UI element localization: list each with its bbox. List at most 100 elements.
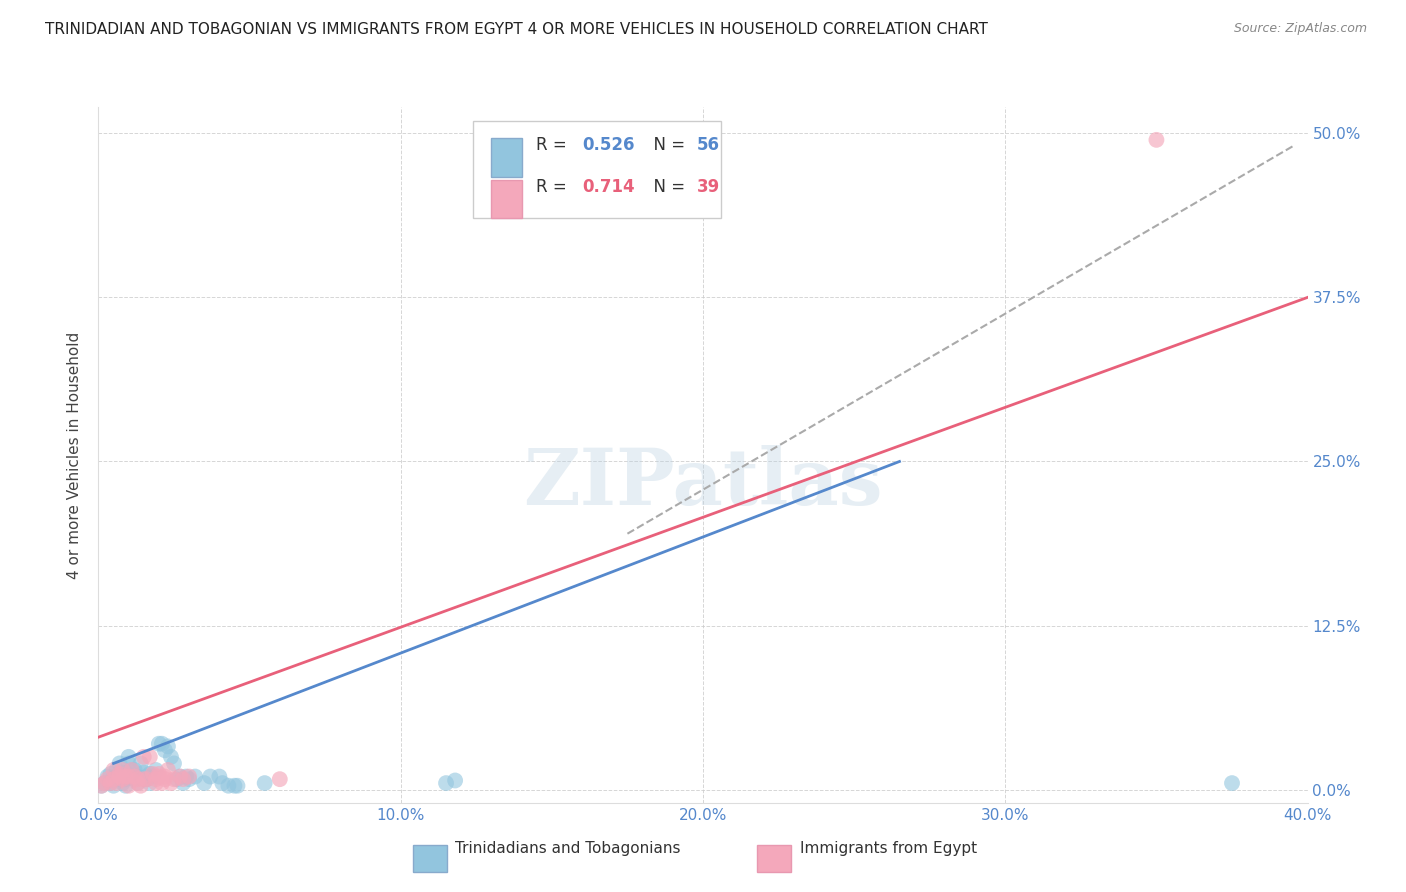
Point xyxy=(111,772,134,787)
Point xyxy=(184,770,207,784)
Text: 0.526: 0.526 xyxy=(582,136,634,154)
Point xyxy=(124,772,146,787)
Point xyxy=(224,779,246,793)
Point xyxy=(139,749,162,764)
Point xyxy=(111,770,134,784)
Point xyxy=(114,770,136,784)
Point xyxy=(108,767,131,781)
Point xyxy=(226,779,249,793)
Point xyxy=(108,770,131,784)
Point xyxy=(172,772,194,787)
Point xyxy=(103,772,125,787)
Point xyxy=(153,770,176,784)
Point xyxy=(103,772,125,787)
Point xyxy=(145,763,167,777)
Point xyxy=(124,763,146,777)
Text: Trinidadians and Tobagonians: Trinidadians and Tobagonians xyxy=(456,840,681,855)
Point xyxy=(127,772,149,787)
Point xyxy=(217,779,239,793)
Point xyxy=(135,772,157,787)
Point xyxy=(93,776,115,790)
Point xyxy=(169,770,191,784)
Text: 56: 56 xyxy=(697,136,720,154)
Point xyxy=(156,739,179,754)
Point xyxy=(148,737,170,751)
Text: 39: 39 xyxy=(697,178,720,196)
Point xyxy=(139,767,162,781)
Point xyxy=(100,776,122,790)
Point xyxy=(100,767,122,781)
Point xyxy=(172,776,194,790)
Point xyxy=(150,776,173,790)
Point xyxy=(132,765,155,780)
Point xyxy=(156,763,179,777)
Point xyxy=(163,756,186,771)
Point xyxy=(129,779,152,793)
Text: 0.714: 0.714 xyxy=(582,178,634,196)
Point xyxy=(163,772,186,787)
Point xyxy=(100,776,122,790)
Point xyxy=(269,772,291,787)
Point xyxy=(153,743,176,757)
FancyBboxPatch shape xyxy=(492,138,522,177)
Point xyxy=(211,776,233,790)
Point xyxy=(135,772,157,787)
Text: N =: N = xyxy=(643,178,690,196)
Point xyxy=(148,770,170,784)
Point xyxy=(124,770,146,784)
Text: N =: N = xyxy=(643,136,690,154)
Point xyxy=(127,770,149,784)
Point xyxy=(118,770,141,784)
Point xyxy=(108,772,131,787)
Point xyxy=(121,770,143,784)
Point xyxy=(145,772,167,787)
Point xyxy=(1144,133,1167,147)
Point xyxy=(148,767,170,781)
Point xyxy=(193,776,215,790)
Point xyxy=(160,749,183,764)
Point xyxy=(444,773,467,788)
Point xyxy=(434,776,457,790)
Point xyxy=(118,779,141,793)
Point xyxy=(200,770,222,784)
Point xyxy=(179,770,201,784)
Point xyxy=(114,779,136,793)
Point xyxy=(139,776,162,790)
Point xyxy=(145,776,167,790)
Point xyxy=(103,779,125,793)
Y-axis label: 4 or more Vehicles in Household: 4 or more Vehicles in Household xyxy=(67,331,83,579)
Point xyxy=(169,770,191,784)
Text: Source: ZipAtlas.com: Source: ZipAtlas.com xyxy=(1233,22,1367,36)
Point xyxy=(150,737,173,751)
Point xyxy=(105,776,128,790)
Point xyxy=(160,776,183,790)
FancyBboxPatch shape xyxy=(474,121,721,219)
FancyBboxPatch shape xyxy=(758,845,792,872)
Text: R =: R = xyxy=(536,178,572,196)
Point xyxy=(96,772,118,787)
Point xyxy=(142,770,165,784)
FancyBboxPatch shape xyxy=(492,180,522,219)
Point xyxy=(118,756,141,771)
Point xyxy=(179,772,201,787)
Point xyxy=(132,772,155,787)
Point xyxy=(127,776,149,790)
Point xyxy=(111,776,134,790)
Point xyxy=(90,779,112,793)
Point xyxy=(1220,776,1243,790)
Point xyxy=(90,779,112,793)
Point xyxy=(132,749,155,764)
Point xyxy=(253,776,276,790)
Point xyxy=(93,776,115,790)
Point xyxy=(153,772,176,787)
Point xyxy=(103,763,125,777)
Point xyxy=(174,770,197,784)
Point xyxy=(111,763,134,777)
Text: R =: R = xyxy=(536,136,572,154)
Point xyxy=(129,756,152,771)
Text: TRINIDADIAN AND TOBAGONIAN VS IMMIGRANTS FROM EGYPT 4 OR MORE VEHICLES IN HOUSEH: TRINIDADIAN AND TOBAGONIAN VS IMMIGRANTS… xyxy=(45,22,988,37)
Point xyxy=(121,763,143,777)
Point xyxy=(96,770,118,784)
Point xyxy=(166,772,188,787)
Point xyxy=(118,749,141,764)
